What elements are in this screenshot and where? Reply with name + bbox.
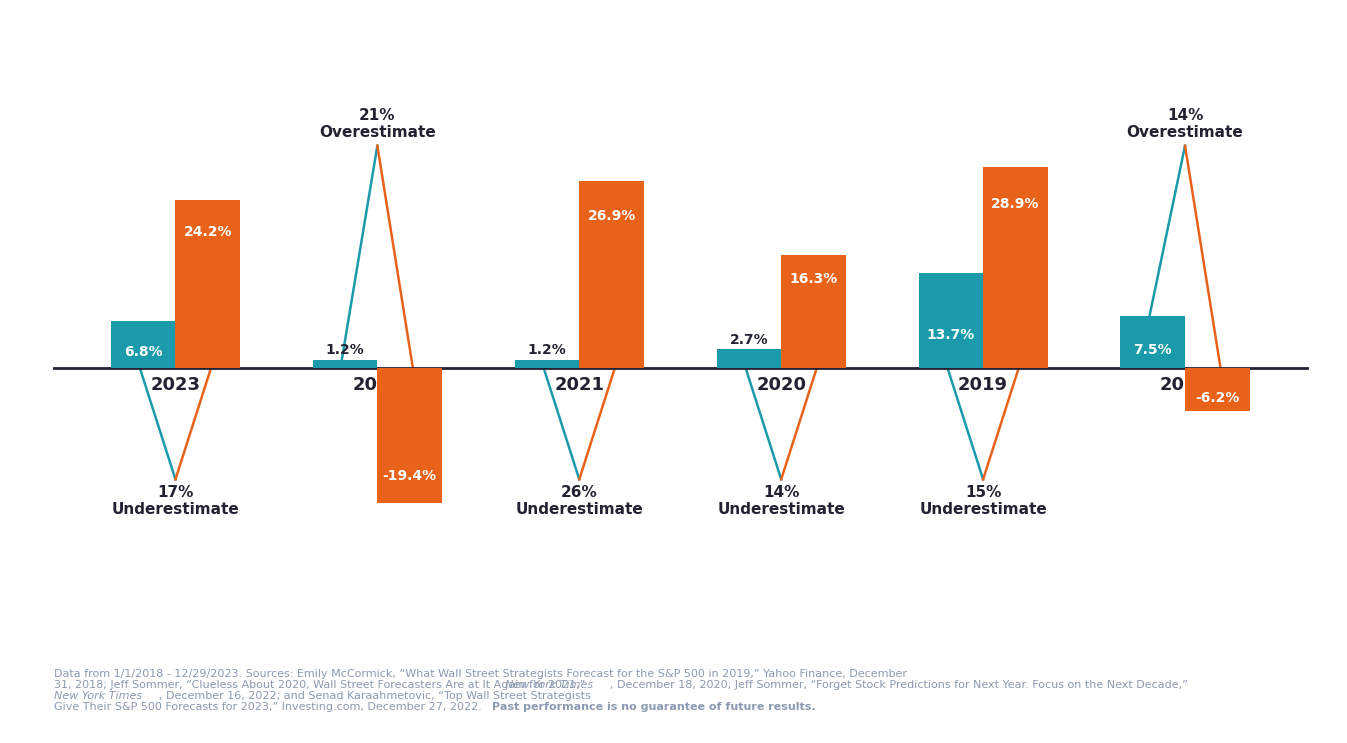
- Text: 7.5%: 7.5%: [1133, 343, 1172, 357]
- Bar: [717, 349, 781, 368]
- Text: , December 16, 2022; and Senad Karaahmetovic, “Top Wall Street Strategists: , December 16, 2022; and Senad Karaahmet…: [159, 691, 591, 701]
- Bar: [110, 321, 175, 368]
- Text: , December 18, 2020; Jeff Sommer, “Forget Stock Predictions for Next Year. Focus: , December 18, 2020; Jeff Sommer, “Forge…: [610, 680, 1192, 690]
- Text: 14%
Underestimate: 14% Underestimate: [718, 485, 845, 517]
- Text: 28.9%: 28.9%: [991, 198, 1040, 212]
- Text: Give Their S&P 500 Forecasts for 2023,” Investing.com, December 27, 2022.: Give Their S&P 500 Forecasts for 2023,” …: [54, 702, 485, 712]
- Text: 13.7%: 13.7%: [927, 328, 975, 342]
- Text: 21%
Overestimate: 21% Overestimate: [319, 108, 435, 140]
- Bar: [1185, 368, 1250, 411]
- Text: New York Times: New York Times: [505, 680, 593, 690]
- Bar: [919, 273, 983, 368]
- Bar: [1121, 316, 1185, 368]
- Bar: [377, 368, 442, 503]
- Text: 17%
Underestimate: 17% Underestimate: [112, 485, 240, 517]
- Text: -6.2%: -6.2%: [1195, 391, 1239, 405]
- Text: 26.9%: 26.9%: [587, 210, 636, 223]
- Bar: [175, 200, 240, 368]
- Text: 15%
Underestimate: 15% Underestimate: [919, 485, 1047, 517]
- Text: 2.7%: 2.7%: [730, 333, 768, 346]
- Text: 1.2%: 1.2%: [326, 343, 365, 357]
- Text: 31, 2018; Jeff Sommer, “Clueless About 2020, Wall Street Forecasters Are at It A: 31, 2018; Jeff Sommer, “Clueless About 2…: [54, 680, 589, 690]
- Text: Data from 1/1/2018 - 12/29/2023. Sources: Emily McCormick, “What Wall Street Str: Data from 1/1/2018 - 12/29/2023. Sources…: [54, 669, 907, 678]
- Bar: [515, 360, 579, 368]
- Text: New York Times: New York Times: [54, 691, 141, 701]
- Text: -19.4%: -19.4%: [383, 469, 436, 483]
- Text: 1.2%: 1.2%: [528, 343, 566, 357]
- Bar: [781, 255, 846, 368]
- Text: 26%
Underestimate: 26% Underestimate: [516, 485, 643, 517]
- Text: 6.8%: 6.8%: [124, 345, 163, 359]
- Bar: [313, 360, 377, 368]
- Text: 14%
Overestimate: 14% Overestimate: [1126, 108, 1243, 140]
- Bar: [983, 167, 1048, 368]
- Text: Past performance is no guarantee of future results.: Past performance is no guarantee of futu…: [492, 702, 815, 712]
- Text: 16.3%: 16.3%: [789, 272, 838, 286]
- Text: 24.2%: 24.2%: [183, 225, 232, 239]
- Bar: [579, 181, 644, 368]
